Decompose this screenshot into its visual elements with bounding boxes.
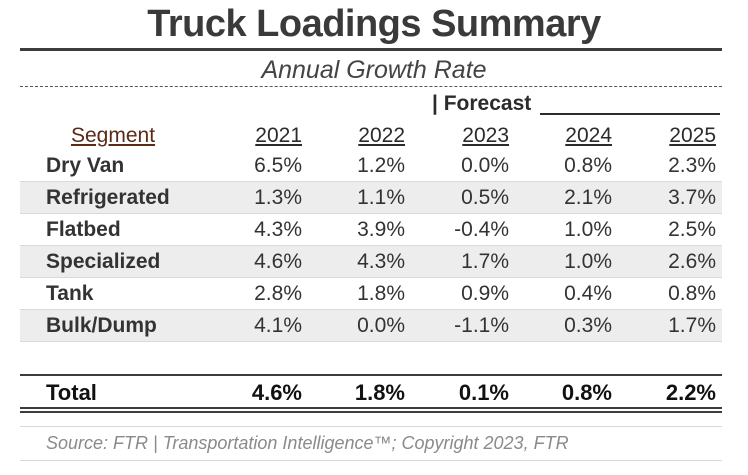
segment-name: Specialized [46, 250, 161, 273]
growth-value-2022: 1.1% [357, 186, 405, 209]
row-divider [20, 277, 722, 278]
total-bottom-rule-2 [20, 411, 722, 413]
total-value-2024: 0.8% [561, 380, 612, 405]
row-divider [20, 309, 722, 310]
row-shade [20, 246, 722, 278]
total-value-2022: 1.8% [354, 380, 405, 405]
growth-value-2024: 1.0% [564, 250, 612, 273]
growth-value-2023: 1.7% [461, 250, 509, 273]
table-row: Flatbed 4.3% 3.9% -0.4% 1.0% 2.5% [20, 214, 722, 246]
growth-value-2025: 3.7% [668, 186, 716, 209]
segment-name: Dry Van [46, 154, 125, 177]
total-value-2021: 4.6% [251, 380, 302, 405]
year-header-2023: 2023 [462, 124, 509, 147]
growth-value-2023: -1.1% [454, 314, 509, 337]
subtitle-dashed-rule [20, 86, 722, 87]
segment-name: Bulk/Dump [46, 314, 157, 337]
segment-name: Flatbed [46, 218, 121, 241]
total-value-2025: 2.2% [665, 380, 716, 405]
growth-value-2021: 4.3% [254, 218, 302, 241]
segment-header: Segment [71, 124, 156, 147]
growth-value-2021: 1.3% [254, 186, 302, 209]
growth-value-2023: 0.0% [461, 154, 509, 177]
growth-value-2024: 0.3% [564, 314, 612, 337]
total-value-2023: 0.1% [458, 380, 509, 405]
row-divider [20, 213, 722, 214]
table-row: Bulk/Dump 4.1% 0.0% -1.1% 0.3% 1.7% [20, 310, 722, 342]
row-divider [20, 245, 722, 246]
segment-name: Tank [46, 282, 94, 305]
bottom-divider [20, 460, 722, 461]
growth-value-2024: 1.0% [564, 218, 612, 241]
total-bottom-rule-1 [20, 407, 722, 409]
year-header-2022: 2022 [358, 124, 405, 147]
growth-value-2022: 4.3% [357, 250, 405, 273]
growth-value-2025: 1.7% [668, 314, 716, 337]
page-title: Truck Loadings Summary [147, 3, 601, 45]
growth-value-2024: 2.1% [564, 186, 612, 209]
total-row: Total 4.6% 1.8% 0.1% 0.8% 2.2% [20, 377, 722, 409]
forecast-label: | Forecast [432, 92, 532, 115]
growth-value-2025: 2.6% [668, 250, 716, 273]
table-row: Refrigerated 1.3% 1.1% 0.5% 2.1% 3.7% [20, 182, 722, 214]
source-note: Source: FTR | Transportation Intelligenc… [46, 433, 569, 453]
row-shade [20, 310, 722, 342]
year-header-2021: 2021 [255, 124, 302, 147]
forecast-underline [540, 113, 720, 115]
table-row: Dry Van 6.5% 1.2% 0.0% 0.8% 2.3% [20, 150, 722, 182]
growth-value-2021: 4.1% [254, 314, 302, 337]
total-label: Total [46, 380, 97, 405]
growth-value-2023: 0.5% [461, 186, 509, 209]
growth-value-2022: 0.0% [357, 314, 405, 337]
growth-value-2025: 2.5% [668, 218, 716, 241]
table-row: Tank 2.8% 1.8% 0.9% 0.4% 0.8% [20, 278, 722, 310]
year-header-2025: 2025 [669, 124, 716, 147]
growth-value-2021: 2.8% [254, 282, 302, 305]
growth-value-2021: 6.5% [254, 154, 302, 177]
growth-value-2021: 4.6% [254, 250, 302, 273]
title-rule [20, 48, 722, 51]
growth-value-2023: -0.4% [454, 218, 509, 241]
year-header-2024: 2024 [565, 124, 612, 147]
row-divider [20, 341, 722, 342]
growth-value-2025: 0.8% [668, 282, 716, 305]
table-row: Specialized 4.6% 4.3% 1.7% 1.0% 2.6% [20, 246, 722, 278]
source-divider [20, 426, 722, 427]
segment-name: Refrigerated [46, 186, 170, 209]
growth-value-2024: 0.8% [564, 154, 612, 177]
total-top-rule [20, 374, 722, 376]
growth-value-2022: 1.2% [357, 154, 405, 177]
subtitle: Annual Growth Rate [261, 56, 487, 84]
row-divider [20, 181, 722, 182]
growth-value-2024: 0.4% [564, 282, 612, 305]
growth-value-2023: 0.9% [461, 282, 509, 305]
row-shade [20, 182, 722, 214]
growth-value-2025: 2.3% [668, 154, 716, 177]
growth-value-2022: 1.8% [357, 282, 405, 305]
growth-value-2022: 3.9% [357, 218, 405, 241]
